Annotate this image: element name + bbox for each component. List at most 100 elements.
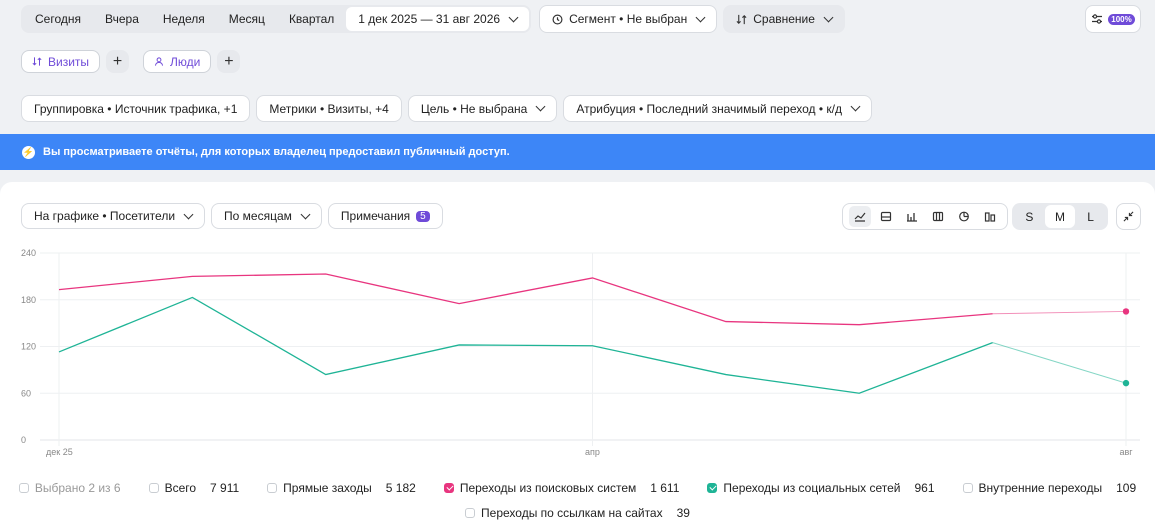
banner-text: Вы просматриваете отчёты, для которых вл… — [43, 146, 510, 158]
legend-item-value: 7 911 — [210, 481, 240, 495]
chart-controls: На графике • Посетители По месяцам Приме… — [21, 203, 443, 229]
legend-row: Выбрано 2 из 6 Всего 7 911 Прямые заходы 5 … — [0, 478, 1155, 498]
notes-count-badge: 5 — [416, 210, 430, 222]
period-quarter[interactable]: Квартал — [288, 12, 335, 26]
comparison-dropdown[interactable]: Сравнение — [723, 5, 845, 33]
pie-chart-icon[interactable] — [953, 206, 975, 227]
checkbox-icon — [962, 483, 973, 493]
compare-icon — [32, 57, 42, 66]
checkbox-icon — [18, 483, 29, 493]
size-m-button[interactable]: M — [1044, 205, 1075, 228]
legend-item[interactable]: Переходы из социальных сетей 961 — [707, 481, 935, 495]
legend-item[interactable]: Переходы по ссылкам на сайтах 39 — [465, 506, 690, 520]
size-s-button[interactable]: S — [1025, 209, 1034, 224]
area-chart-icon[interactable] — [875, 206, 897, 227]
legend-item-value: 5 182 — [385, 481, 416, 495]
checkbox-icon — [443, 483, 454, 493]
period-week[interactable]: Неделя — [162, 12, 205, 26]
legend-item-label: Переходы из поисковых систем — [459, 481, 637, 495]
add-visits-button[interactable]: + — [106, 50, 130, 73]
x-tick-label: дек 25 — [46, 447, 73, 457]
legend-selected-label: Выбрано 2 из 6 — [34, 481, 121, 495]
date-range-picker[interactable]: 1 дек 2025 — 31 авг 2026 — [346, 7, 530, 31]
interval-label: По месяцам — [224, 209, 292, 223]
top-toolbar: Сегодня Вчера Неделя Месяц Квартал 1 дек… — [21, 5, 845, 33]
legend-item-label: Переходы по ссылкам на сайтах — [481, 506, 663, 520]
lightning-icon: ⚡ — [22, 145, 35, 159]
visits-chip[interactable]: Визиты — [21, 50, 101, 73]
notes-label: Примечания — [340, 209, 411, 223]
y-tick-label: 60 — [21, 388, 31, 398]
segment-dropdown[interactable]: Сегмент • Не выбран — [539, 5, 718, 33]
fullscreen-button[interactable] — [1116, 203, 1141, 230]
y-tick-label: 180 — [21, 295, 36, 305]
people-chip[interactable]: Люди — [143, 50, 212, 73]
series-partial-segment — [992, 342, 1127, 384]
sliders-icon — [1092, 14, 1103, 24]
period-today[interactable]: Сегодня — [35, 12, 81, 26]
legend-item-value: 961 — [914, 481, 935, 495]
goal-label: Цель • Не выбрана — [420, 101, 528, 116]
checkbox-icon — [267, 483, 278, 493]
chevron-down-icon — [183, 209, 194, 219]
series-line — [58, 273, 993, 326]
y-tick-label: 120 — [21, 342, 36, 352]
line-chart-icon[interactable] — [849, 206, 871, 227]
chevron-down-icon — [300, 209, 311, 219]
chart-legend: Выбрано 2 из 6 Всего 7 911 Прямые заходы 5 … — [0, 478, 1155, 523]
sampling-badge: 100% — [1108, 13, 1135, 25]
series-partial-segment — [992, 310, 1127, 315]
checkbox-icon — [707, 483, 718, 493]
chevron-down-icon — [535, 101, 546, 112]
chevron-down-icon — [695, 12, 706, 22]
legend-item-label: Внутренние переходы — [978, 481, 1103, 495]
legend-item[interactable]: Всего 7 911 — [148, 481, 240, 495]
add-people-button[interactable]: + — [217, 50, 241, 73]
legend-item-value: 109 — [1116, 481, 1137, 495]
goal-dropdown[interactable]: Цель • Не выбрана — [407, 95, 558, 122]
stacked-chart-icon[interactable] — [979, 206, 1001, 227]
comparison-label: Сравнение — [753, 12, 815, 26]
column-chart-icon[interactable] — [927, 206, 949, 227]
legend-row: Переходы по ссылкам на сайтах 39 — [0, 503, 1155, 523]
report-filters: Группировка • Источник трафика, +1 Метри… — [21, 95, 872, 122]
group-chips: Визиты + Люди + — [21, 50, 241, 73]
attribution-dropdown[interactable]: Атрибуция • Последний значимый переход •… — [563, 95, 872, 122]
chevron-down-icon — [508, 12, 519, 22]
checkbox-icon — [148, 483, 159, 493]
segment-label: Сегмент • Не выбран — [569, 12, 688, 26]
chevron-down-icon — [823, 12, 834, 22]
series-line — [58, 296, 993, 394]
y-tick-label: 0 — [21, 435, 26, 445]
clock-icon — [552, 14, 563, 24]
legend-item-label: Переходы из социальных сетей — [723, 481, 901, 495]
chart-metric-dropdown[interactable]: На графике • Посетители — [21, 203, 206, 229]
person-icon — [155, 57, 164, 66]
notes-button[interactable]: Примечания 5 — [327, 203, 443, 229]
date-range-label: 1 дек 2025 — 31 авг 2026 — [358, 12, 501, 26]
chevron-down-icon — [850, 101, 861, 112]
legend-item[interactable]: Прямые заходы 5 182 — [267, 481, 416, 495]
period-month[interactable]: Месяц — [228, 12, 265, 26]
metrics-button[interactable]: Метрики • Визиты, +4 — [256, 95, 402, 122]
size-l-button[interactable]: L — [1087, 209, 1094, 224]
visits-label: Визиты — [48, 54, 90, 69]
period-selector: Сегодня Вчера Неделя Месяц Квартал 1 дек… — [21, 5, 532, 33]
grouping-button[interactable]: Группировка • Источник трафика, +1 — [21, 95, 251, 122]
x-tick-label: апр — [585, 447, 600, 457]
legend-item[interactable]: Внутренние переходы 109 — [962, 481, 1137, 495]
y-tick-label: 240 — [21, 248, 36, 258]
legend-item-label: Прямые заходы — [283, 481, 372, 495]
bar-chart-icon[interactable] — [901, 206, 923, 227]
series-end-point — [1122, 308, 1130, 315]
x-tick-label: авг — [1119, 447, 1133, 457]
sampling-button[interactable]: 100% — [1085, 5, 1141, 33]
period-yesterday[interactable]: Вчера — [105, 12, 139, 26]
legend-item-value: 39 — [676, 506, 690, 520]
compare-icon — [736, 14, 747, 24]
line-chart: 0 60 120 180 240 дек 25 апр авг — [21, 248, 1140, 457]
legend-item[interactable]: Переходы из поисковых систем 1 611 — [443, 481, 680, 495]
interval-dropdown[interactable]: По месяцам — [211, 203, 322, 229]
attribution-label: Атрибуция • Последний значимый переход •… — [576, 101, 842, 116]
legend-item-value: 1 611 — [650, 481, 680, 495]
